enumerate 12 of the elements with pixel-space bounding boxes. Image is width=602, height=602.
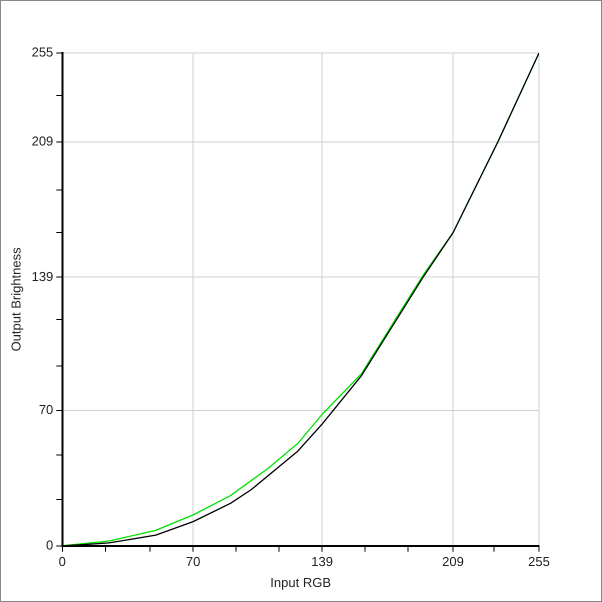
y-tick-label: 0 bbox=[46, 537, 54, 552]
x-tick-label: 70 bbox=[186, 554, 200, 570]
y-tick-label: 209 bbox=[32, 133, 54, 148]
x-tick-label: 209 bbox=[442, 554, 464, 570]
y-tick-label: 70 bbox=[38, 402, 54, 418]
y-axis-title: Output Brightness bbox=[8, 246, 24, 352]
x-tick-label: 0 bbox=[58, 554, 66, 570]
y-tick-label: 255 bbox=[32, 44, 54, 60]
x-axis-title: Input RGB bbox=[270, 574, 331, 590]
y-tick-label: 139 bbox=[32, 268, 54, 284]
x-tick-label: 255 bbox=[528, 554, 550, 570]
x-tick-label: 139 bbox=[311, 554, 333, 570]
